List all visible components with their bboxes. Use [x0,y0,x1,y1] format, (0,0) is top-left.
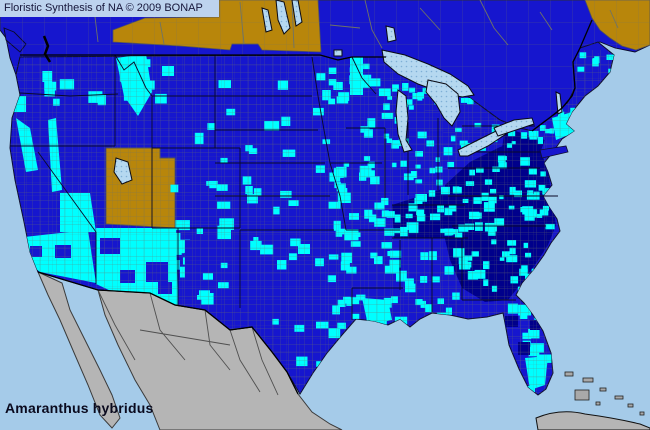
map-title: Floristic Synthesis of NA © 2009 BONAP [4,2,203,14]
species-name-label: Amaranthus hybridus [5,400,154,416]
state-borders [10,54,558,320]
caribbean-islands [535,371,650,430]
bahamas [564,371,645,416]
lake-erie [457,129,507,157]
county-grid [0,0,650,395]
lake-huron [425,79,461,127]
long-island [539,145,569,159]
lake-ontario [493,117,535,137]
great-salt-lake [113,157,133,185]
lake-michigan [395,89,413,153]
lake-of-the-woods [333,49,343,57]
country-borders [20,19,593,395]
lake-superior [381,49,475,98]
lake-nipigon [385,25,397,43]
cuba [535,411,650,430]
puget-sound [42,35,52,63]
map-title-bar: Floristic Synthesis of NA © 2009 BONAP [0,0,219,17]
lake-winnipeg [261,0,303,35]
